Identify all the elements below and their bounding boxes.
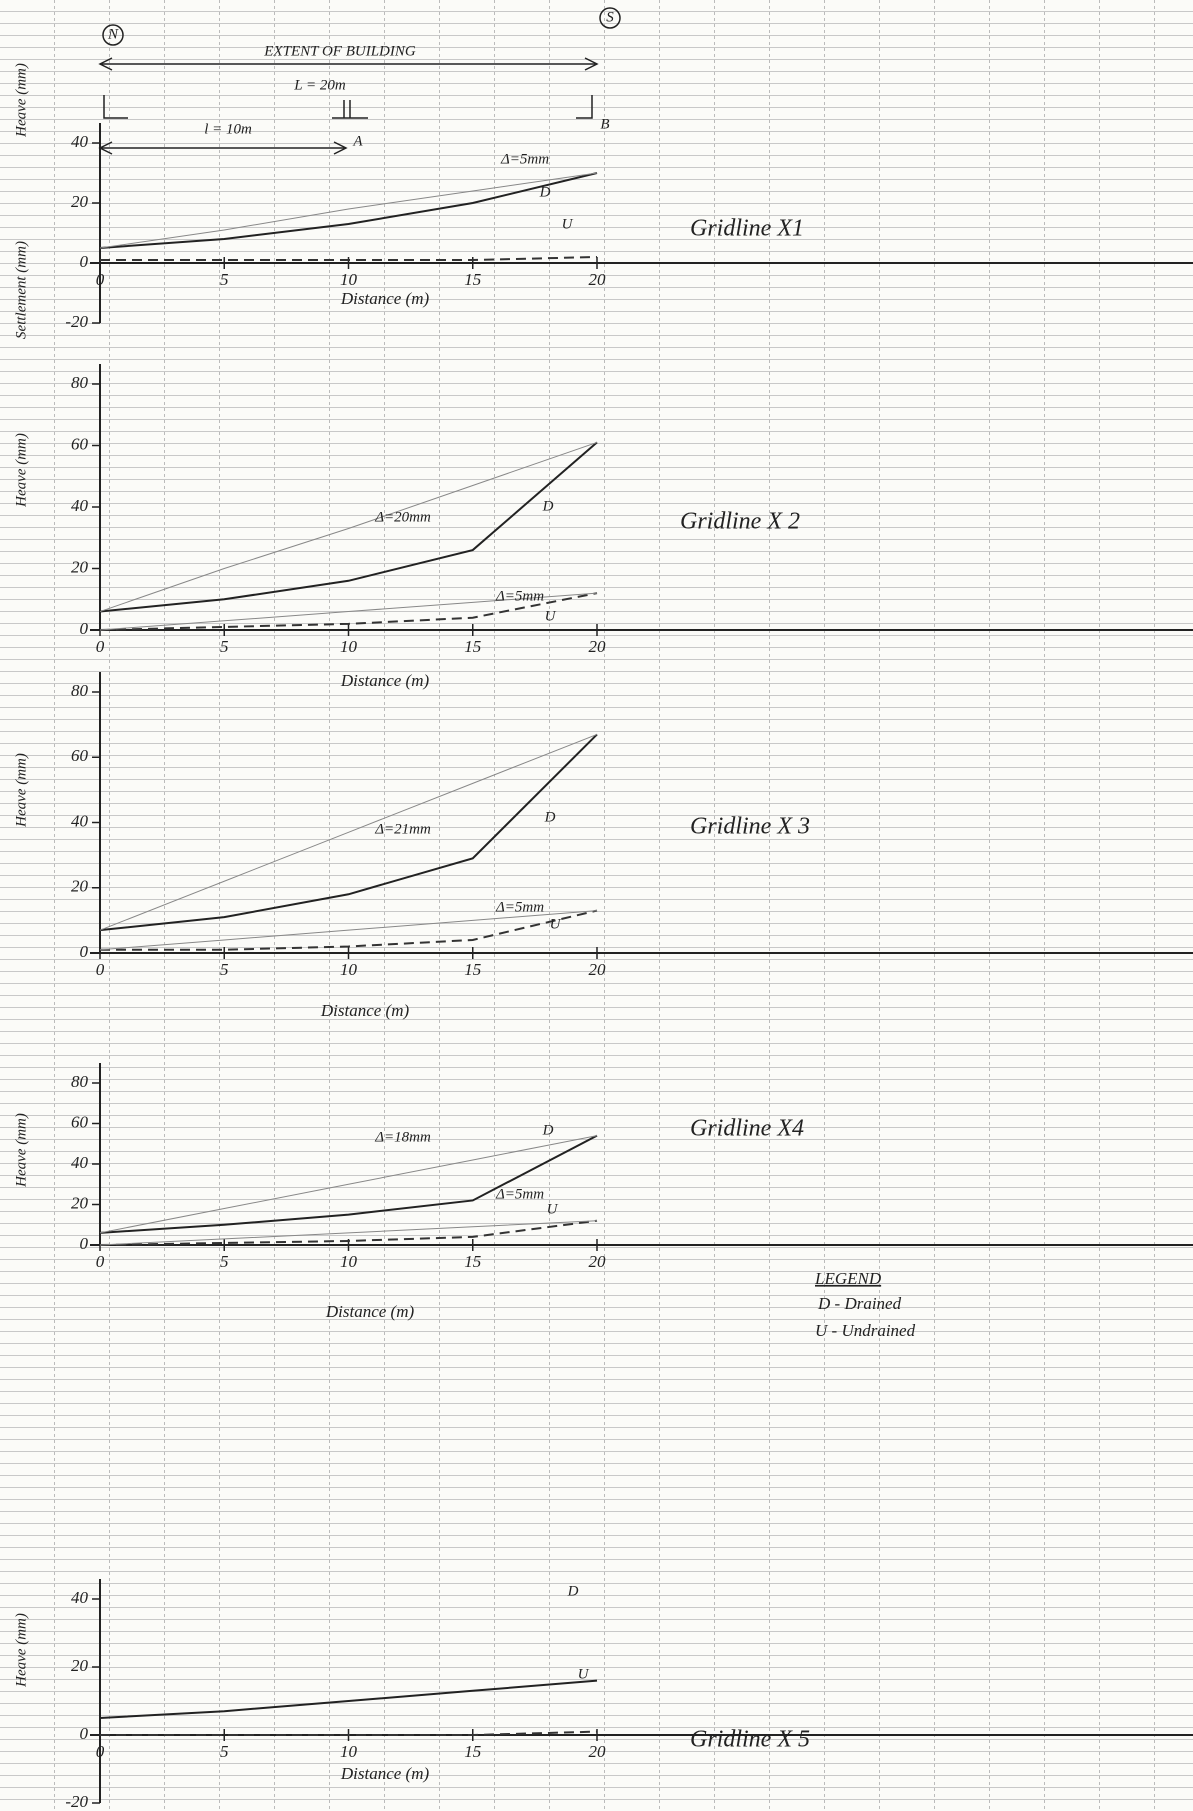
y-tick-label: 80 bbox=[71, 1072, 89, 1091]
x-tick-label: 10 bbox=[340, 1742, 358, 1761]
x-tick-label: 15 bbox=[464, 1742, 481, 1761]
y-tick-label: -20 bbox=[65, 312, 88, 331]
annotation: Δ=20mm bbox=[374, 509, 431, 525]
sketch: 40 20 0 -20 0 5 10 15 20 Gridline X1 Distance (m) H… bbox=[0, 0, 1193, 1811]
x-tick-label: 20 bbox=[589, 637, 607, 656]
y-tick-label: 80 bbox=[71, 373, 89, 392]
y-tick-label: 0 bbox=[80, 1724, 89, 1743]
annotation: D bbox=[544, 809, 556, 825]
y-tick-label: 20 bbox=[71, 877, 89, 896]
x-axis-label: Distance (m) bbox=[325, 1302, 415, 1321]
x-tick-label: 5 bbox=[220, 1252, 229, 1271]
x-axis-label: Distance (m) bbox=[340, 1764, 430, 1783]
x-axis-label: Distance (m) bbox=[340, 289, 430, 308]
y-tick-label: 0 bbox=[80, 1234, 89, 1253]
chart-title: Gridline X 2 bbox=[680, 509, 800, 535]
annotation: U bbox=[578, 1666, 590, 1682]
y-tick-label: 40 bbox=[71, 1588, 89, 1607]
x-tick-label: 5 bbox=[220, 270, 229, 289]
y-tick-label: 80 bbox=[71, 681, 89, 700]
y-tick-label: 40 bbox=[71, 496, 89, 515]
annotation: N bbox=[107, 26, 119, 42]
annotation: Δ=5mm bbox=[495, 1186, 544, 1202]
y-axis-label: Heave (mm) bbox=[13, 1113, 29, 1188]
x-tick-label: 5 bbox=[220, 1742, 229, 1761]
x-tick-label: 10 bbox=[340, 1252, 358, 1271]
chart-title: Gridline X 5 bbox=[690, 1727, 810, 1753]
y-tick-label: 20 bbox=[71, 557, 89, 576]
y-tick-label: 20 bbox=[71, 1193, 89, 1212]
x-tick-label: 20 bbox=[589, 270, 607, 289]
y-tick-label: 60 bbox=[71, 1112, 89, 1131]
annotation: U bbox=[545, 608, 557, 624]
x-tick-label: 0 bbox=[96, 637, 105, 656]
y-tick-label: 0 bbox=[80, 252, 89, 271]
y-tick-label: 60 bbox=[71, 746, 89, 765]
y-axis-label-2: Settlement (mm) bbox=[13, 241, 29, 339]
x-axis-label: Distance (m) bbox=[340, 671, 430, 690]
annotation: Δ=21mm bbox=[374, 821, 431, 837]
x-tick-label: 5 bbox=[220, 637, 229, 656]
y-tick-label: 0 bbox=[80, 942, 89, 961]
annotation: D bbox=[539, 184, 551, 200]
y-tick-label: 40 bbox=[71, 1153, 89, 1172]
annotation: U bbox=[562, 216, 574, 232]
y-tick-label: -20 bbox=[65, 1792, 88, 1811]
y-tick-label: 0 bbox=[80, 619, 89, 638]
annotation: S bbox=[606, 9, 614, 25]
x-tick-label: 15 bbox=[464, 1252, 481, 1271]
legend-title: LEGEND bbox=[814, 1269, 882, 1288]
x-tick-label: 10 bbox=[340, 960, 358, 979]
y-tick-label: 40 bbox=[71, 132, 89, 151]
annotation: D bbox=[542, 498, 554, 514]
x-tick-label: 15 bbox=[464, 637, 481, 656]
x-tick-label: 10 bbox=[340, 637, 358, 656]
y-tick-label: 20 bbox=[71, 192, 89, 211]
page: 40 20 0 -20 0 5 10 15 20 Gridline X1 Distance (m) H… bbox=[0, 0, 1193, 1811]
chart-title: Gridline X1 bbox=[690, 216, 804, 242]
annotation: A bbox=[352, 133, 363, 149]
y-tick-label: 60 bbox=[71, 434, 89, 453]
x-tick-label: 5 bbox=[220, 960, 229, 979]
annotation: Δ=5mm bbox=[500, 151, 549, 167]
annotation: Δ=5mm bbox=[495, 899, 544, 915]
annotation: B bbox=[600, 116, 609, 132]
annotation: L = 20m bbox=[293, 77, 346, 93]
y-axis-label: Heave (mm) bbox=[13, 753, 29, 828]
chart-title: Gridline X 3 bbox=[690, 814, 810, 840]
legend-item: U - Undrained bbox=[815, 1321, 916, 1340]
y-axis-label: Heave (mm) bbox=[13, 1613, 29, 1688]
chart-title: Gridline X4 bbox=[690, 1116, 804, 1142]
annotation: D bbox=[567, 1583, 579, 1599]
x-tick-label: 0 bbox=[96, 1252, 105, 1271]
y-tick-label: 40 bbox=[71, 811, 89, 830]
x-tick-label: 20 bbox=[589, 960, 607, 979]
annotation: U bbox=[550, 916, 562, 932]
annotation: EXTENT OF BUILDING bbox=[263, 43, 416, 59]
x-tick-label: 0 bbox=[96, 1742, 105, 1761]
annotation: D bbox=[542, 1122, 554, 1138]
y-axis-label: Heave (mm) bbox=[13, 433, 29, 508]
legend-item: D - Drained bbox=[817, 1294, 902, 1313]
x-tick-label: 20 bbox=[589, 1742, 607, 1761]
x-tick-label: 0 bbox=[96, 960, 105, 979]
x-tick-label: 10 bbox=[340, 270, 358, 289]
x-tick-label: 15 bbox=[464, 270, 481, 289]
x-axis-label: Distance (m) bbox=[320, 1001, 410, 1020]
y-tick-label: 20 bbox=[71, 1656, 89, 1675]
annotation: Δ=18mm bbox=[374, 1129, 431, 1145]
y-axis-label: Heave (mm) bbox=[13, 63, 29, 138]
annotation: Δ=5mm bbox=[495, 588, 544, 604]
x-tick-label: 20 bbox=[589, 1252, 607, 1271]
annotation: U bbox=[547, 1201, 559, 1217]
annotation: l = 10m bbox=[204, 121, 252, 137]
x-tick-label: 15 bbox=[464, 960, 481, 979]
x-tick-label: 0 bbox=[96, 270, 105, 289]
